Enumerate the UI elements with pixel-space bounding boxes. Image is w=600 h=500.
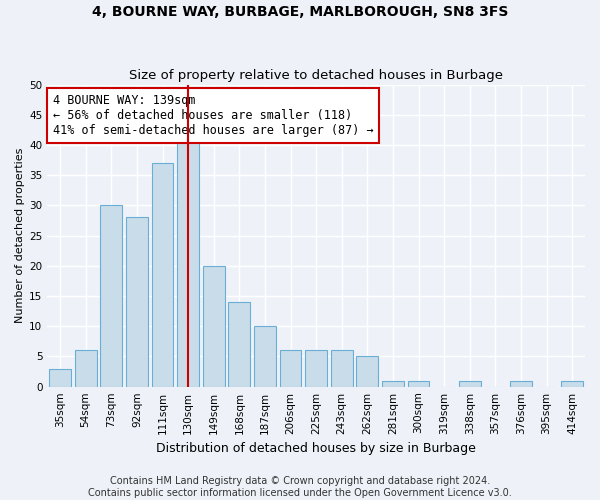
Bar [280, 350, 301, 386]
Bar [152, 163, 173, 386]
Bar [100, 206, 122, 386]
Bar [459, 380, 481, 386]
Text: Contains HM Land Registry data © Crown copyright and database right 2024.
Contai: Contains HM Land Registry data © Crown c… [88, 476, 512, 498]
Bar [382, 380, 404, 386]
Bar [331, 350, 353, 386]
Text: 4, BOURNE WAY, BURBAGE, MARLBOROUGH, SN8 3FS: 4, BOURNE WAY, BURBAGE, MARLBOROUGH, SN8… [92, 5, 508, 19]
X-axis label: Distribution of detached houses by size in Burbage: Distribution of detached houses by size … [156, 442, 476, 455]
Bar [126, 218, 148, 386]
Bar [254, 326, 276, 386]
Text: 4 BOURNE WAY: 139sqm
← 56% of detached houses are smaller (118)
41% of semi-deta: 4 BOURNE WAY: 139sqm ← 56% of detached h… [53, 94, 373, 136]
Bar [305, 350, 327, 386]
Bar [229, 302, 250, 386]
Bar [407, 380, 430, 386]
Bar [356, 356, 378, 386]
Bar [75, 350, 97, 386]
Title: Size of property relative to detached houses in Burbage: Size of property relative to detached ho… [129, 69, 503, 82]
Bar [177, 133, 199, 386]
Bar [203, 266, 224, 386]
Bar [510, 380, 532, 386]
Y-axis label: Number of detached properties: Number of detached properties [15, 148, 25, 324]
Bar [562, 380, 583, 386]
Bar [49, 368, 71, 386]
